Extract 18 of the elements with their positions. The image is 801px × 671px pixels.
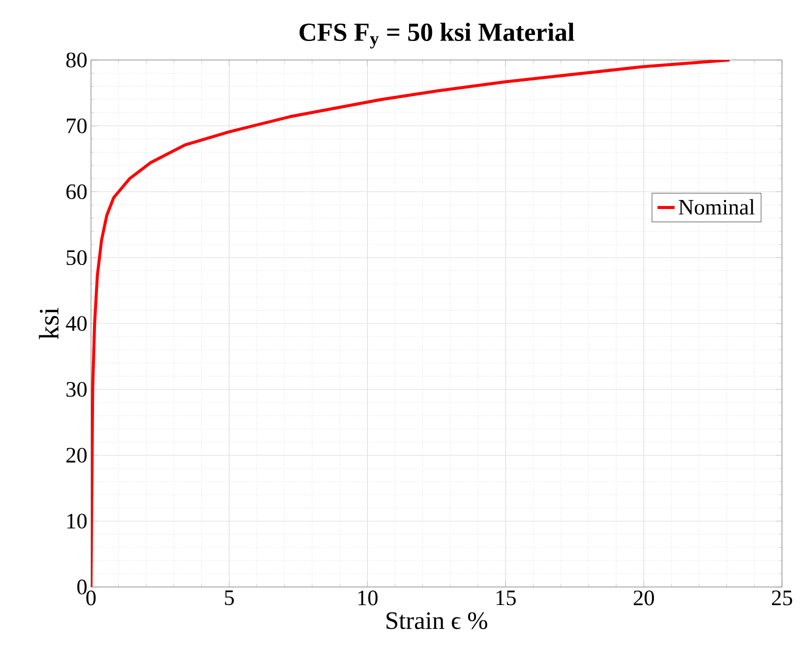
chart-title: CFS F$_{y}$ = 50 ksi Material bbox=[300, 22, 574, 48]
y-axis-title: ksi bbox=[38, 308, 59, 340]
x-tick-label: 10 bbox=[358, 590, 378, 606]
y-tick-label: 10 bbox=[67, 514, 87, 529]
x-axis-title: Strain ϵ % bbox=[386, 612, 488, 630]
x-tick-label: 20 bbox=[634, 590, 654, 606]
x-tick-label: 25 bbox=[772, 590, 792, 606]
x-tick-label: 15 bbox=[496, 590, 516, 606]
x-tick-label: 5 bbox=[224, 590, 234, 606]
y-tick-label: 60 bbox=[66, 184, 87, 200]
y-tick-label: 20 bbox=[66, 448, 87, 463]
y-tick-label: 80 bbox=[66, 52, 87, 68]
y-tick-label: 0 bbox=[77, 580, 87, 594]
y-tick-label: 30 bbox=[66, 382, 87, 397]
y-tick-label: 40 bbox=[66, 316, 87, 331]
y-tick-label: 70 bbox=[66, 118, 87, 134]
legend-label: Nominal bbox=[678, 199, 755, 215]
y-tick-label: 50 bbox=[66, 250, 87, 266]
